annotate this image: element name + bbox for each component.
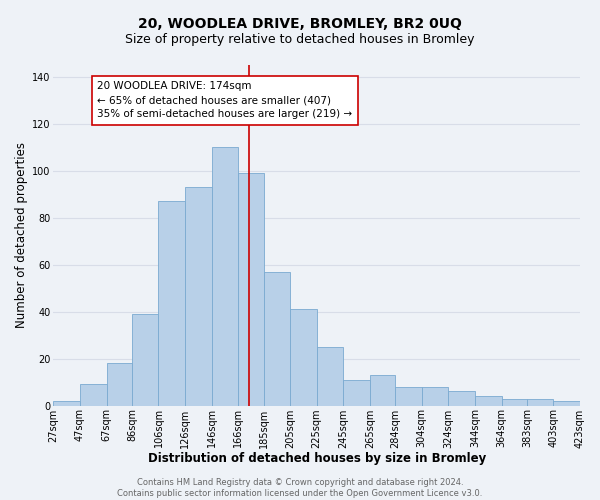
Bar	[422, 387, 448, 406]
Bar	[370, 375, 395, 406]
Bar	[158, 201, 185, 406]
X-axis label: Distribution of detached houses by size in Bromley: Distribution of detached houses by size …	[148, 452, 486, 465]
Bar	[343, 380, 370, 406]
Bar	[132, 314, 158, 406]
Text: 20 WOODLEA DRIVE: 174sqm
← 65% of detached houses are smaller (407)
35% of semi-: 20 WOODLEA DRIVE: 174sqm ← 65% of detach…	[97, 82, 352, 120]
Text: 20, WOODLEA DRIVE, BROMLEY, BR2 0UQ: 20, WOODLEA DRIVE, BROMLEY, BR2 0UQ	[138, 18, 462, 32]
Bar	[185, 187, 212, 406]
Bar	[290, 310, 317, 406]
Bar	[107, 364, 132, 406]
Bar	[317, 347, 343, 406]
Bar	[395, 387, 422, 406]
Text: Contains HM Land Registry data © Crown copyright and database right 2024.
Contai: Contains HM Land Registry data © Crown c…	[118, 478, 482, 498]
Text: Size of property relative to detached houses in Bromley: Size of property relative to detached ho…	[125, 32, 475, 46]
Bar	[502, 398, 527, 406]
Bar	[263, 272, 290, 406]
Bar	[53, 401, 80, 406]
Bar	[212, 147, 238, 406]
Bar	[527, 398, 553, 406]
Bar	[448, 392, 475, 406]
Bar	[553, 401, 580, 406]
Bar	[238, 173, 263, 406]
Bar	[80, 384, 107, 406]
Y-axis label: Number of detached properties: Number of detached properties	[15, 142, 28, 328]
Bar	[475, 396, 502, 406]
